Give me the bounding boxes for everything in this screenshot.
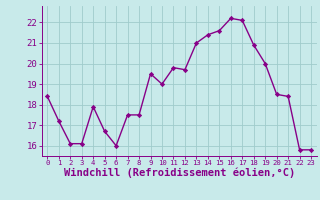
X-axis label: Windchill (Refroidissement éolien,°C): Windchill (Refroidissement éolien,°C) [64,168,295,178]
